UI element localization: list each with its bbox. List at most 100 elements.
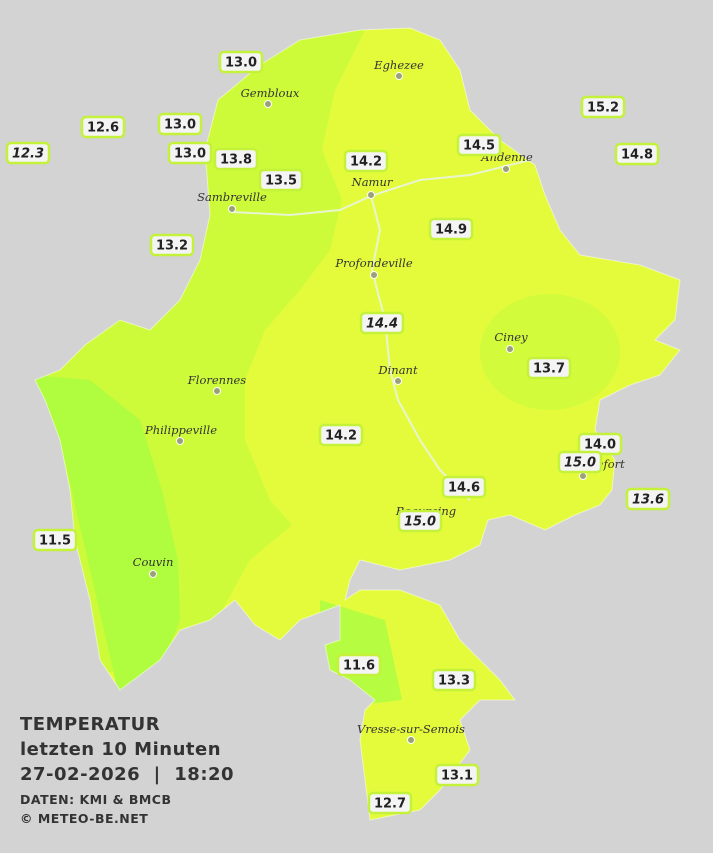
legend-source: DATEN: KMI & BMCB [20, 792, 172, 807]
station-value: 11.5 [39, 534, 71, 549]
town-dot [394, 377, 402, 385]
town-dot [149, 570, 157, 578]
station: 13.2 [149, 233, 195, 257]
town-dot [228, 205, 236, 213]
station-box [441, 475, 487, 499]
town-dot [176, 437, 184, 445]
station-box [336, 653, 382, 677]
station: 14.5 [456, 133, 502, 157]
town-dot [395, 72, 403, 80]
town-dot [502, 165, 510, 173]
station-value: 11.6 [343, 659, 375, 674]
station: 12.3 [5, 141, 51, 165]
station-value: 14.0 [584, 438, 616, 453]
station-box [557, 450, 603, 474]
station-box [149, 233, 195, 257]
towns: EghezeeGemblouxAndenneNamurSambrevillePr… [133, 58, 625, 744]
station: 13.1 [434, 763, 480, 787]
station: 12.7 [367, 791, 413, 815]
town-dot [506, 345, 514, 353]
station-value: 14.2 [350, 155, 382, 170]
legend-period: letzten 10 Minuten [20, 739, 221, 760]
station-box [167, 141, 213, 165]
station-value: 13.0 [225, 56, 257, 71]
station: 15.0 [557, 450, 603, 474]
station-box [318, 423, 364, 447]
station-value: 15.0 [564, 456, 596, 471]
station-value: 14.9 [435, 223, 467, 238]
legend-title: TEMPERATUR [20, 714, 160, 735]
river [370, 195, 471, 501]
stations: 13.0 12.6 13.0 12.3 13.0 13.8 13.5 14.2 14.5 15.2… [5, 50, 671, 815]
station: 13.8 [213, 147, 259, 171]
town-label: Profondeville [334, 256, 412, 270]
legend-copyright: © METEO-BE.NET [20, 811, 148, 826]
station: 14.2 [343, 149, 389, 173]
town-dot [264, 100, 272, 108]
station-box [456, 133, 502, 157]
station-box [359, 311, 405, 335]
legend: TEMPERATUR letzten 10 Minuten 27-02-2026… [20, 714, 234, 826]
station: 15.2 [580, 95, 626, 119]
station: 13.0 [218, 50, 264, 74]
station: 13.0 [167, 141, 213, 165]
station-box [434, 763, 480, 787]
town-label: Couvin [133, 555, 174, 569]
station-value: 13.7 [533, 362, 565, 377]
station-value: 12.6 [87, 121, 119, 136]
town-label: Sambreville [197, 190, 267, 204]
station-value: 12.7 [374, 797, 406, 812]
zone-ciney [480, 294, 620, 410]
station: 14.6 [441, 475, 487, 499]
station: 13.7 [526, 356, 572, 380]
station: 14.9 [428, 217, 474, 241]
station-value: 13.5 [265, 174, 297, 189]
station-box [625, 487, 671, 511]
station-value: 14.6 [448, 481, 480, 496]
station-box [218, 50, 264, 74]
station-box [32, 528, 78, 552]
station-box [213, 147, 259, 171]
station-value: 14.5 [463, 139, 495, 154]
station: 13.3 [431, 668, 477, 692]
station-box [343, 149, 389, 173]
station-box [431, 668, 477, 692]
station: 14.2 [318, 423, 364, 447]
town-dot [213, 387, 221, 395]
station-value: 13.3 [438, 674, 470, 689]
station-box [580, 95, 626, 119]
station-box [367, 791, 413, 815]
station-value: 14.8 [621, 148, 653, 163]
station-value: 15.0 [404, 515, 436, 530]
town-label: Florennes [187, 373, 247, 387]
station: 13.0 [157, 112, 203, 136]
station-value: 13.8 [220, 153, 252, 168]
zone-cool [35, 375, 180, 700]
town-dot [407, 736, 415, 744]
station-value: 15.2 [587, 101, 619, 116]
station-value: 14.4 [366, 317, 398, 332]
station: 13.6 [625, 487, 671, 511]
town-label: Eghezee [373, 58, 424, 72]
station-value: 14.2 [325, 429, 357, 444]
station-box [5, 141, 51, 165]
station-box [614, 142, 660, 166]
station: 12.6 [80, 115, 126, 139]
station-box [526, 356, 572, 380]
station-box [258, 168, 304, 192]
station-box [157, 112, 203, 136]
station-value: 13.2 [156, 239, 188, 254]
station-value: 12.3 [12, 147, 44, 162]
station-box [80, 115, 126, 139]
town-dot [579, 472, 587, 480]
town-label: Namur [351, 175, 394, 189]
station: 11.6 [336, 653, 382, 677]
town-label: Gembloux [241, 86, 300, 100]
station-value: 13.6 [632, 493, 664, 508]
station-value: 13.0 [174, 147, 206, 162]
station: 14.4 [359, 311, 405, 335]
town-label: Philippeville [144, 423, 217, 437]
station: 15.0 [397, 509, 443, 533]
